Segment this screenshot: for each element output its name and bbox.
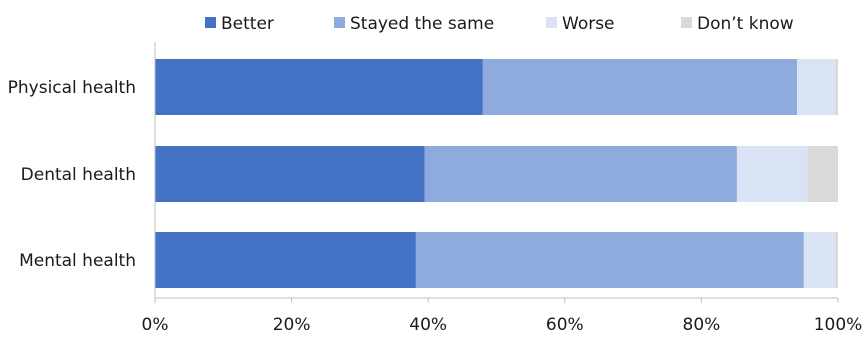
bar-mental-health-worse bbox=[803, 232, 836, 288]
x-tick-label: 100% bbox=[814, 315, 863, 335]
bar-mental-health-stayed-the-same bbox=[415, 232, 804, 288]
category-label-mental-health: Mental health bbox=[19, 251, 136, 271]
legend-swatch-better bbox=[205, 17, 216, 28]
legend-swatch-worse bbox=[546, 17, 557, 28]
bar-physical-health-better bbox=[155, 59, 483, 115]
bar-dental-health-better bbox=[155, 146, 425, 202]
bar-dental-health-worse bbox=[736, 146, 808, 202]
bar-physical-health-worse bbox=[797, 59, 836, 115]
legend-swatch-stayed-the-same bbox=[334, 17, 345, 28]
x-tick-label: 60% bbox=[546, 315, 584, 335]
bar-mental-health-don-t-know bbox=[835, 232, 838, 288]
legend-label-don-t-know: Don’t know bbox=[697, 14, 794, 34]
bar-dental-health-stayed-the-same bbox=[424, 146, 737, 202]
legend-label-worse: Worse bbox=[562, 14, 615, 34]
bars bbox=[155, 59, 838, 288]
legend: Better Stayed the same Worse Don’t know bbox=[205, 14, 794, 34]
bar-mental-health-better bbox=[155, 232, 416, 288]
x-tick-label: 0% bbox=[142, 315, 169, 335]
x-tick-label: 80% bbox=[683, 315, 721, 335]
category-label-dental-health: Dental health bbox=[21, 165, 136, 185]
bar-dental-health-don-t-know bbox=[807, 146, 838, 202]
x-axis: 0% 20% 40% 60% 80% 100% bbox=[142, 42, 863, 335]
x-tick-label: 40% bbox=[409, 315, 447, 335]
legend-label-better: Better bbox=[221, 14, 274, 34]
bar-physical-health-don-t-know bbox=[835, 59, 838, 115]
legend-label-stayed-the-same: Stayed the same bbox=[350, 14, 494, 34]
x-tick-label: 20% bbox=[273, 315, 311, 335]
category-label-physical-health: Physical health bbox=[8, 78, 136, 98]
bar-physical-health-stayed-the-same bbox=[482, 59, 798, 115]
category-labels: Physical health Dental health Mental healt… bbox=[8, 78, 136, 271]
legend-swatch-don-t-know bbox=[681, 17, 692, 28]
